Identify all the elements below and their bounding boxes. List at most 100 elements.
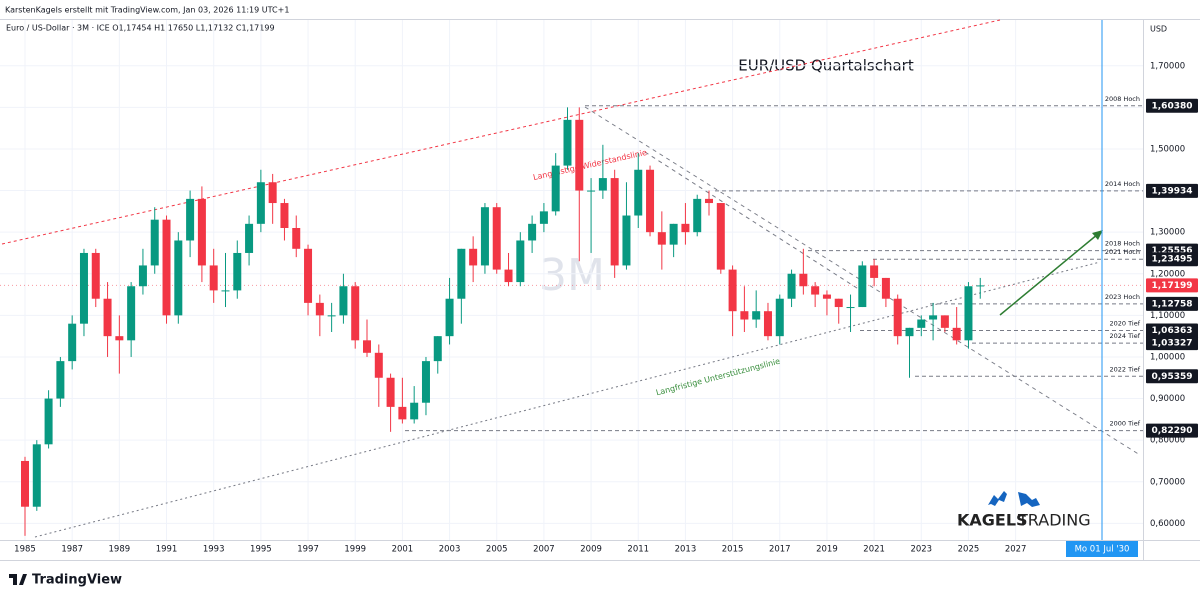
x-tick-label: 1995 xyxy=(250,545,272,555)
price-label-box xyxy=(1146,98,1198,113)
candle-body xyxy=(233,252,242,291)
candle-body xyxy=(964,286,973,341)
y-tick-label: 1,30000 xyxy=(1150,228,1185,238)
candle-body xyxy=(799,273,808,287)
candle-body xyxy=(881,277,890,299)
price-label: 1,39934 xyxy=(1152,186,1193,196)
candle-body xyxy=(150,219,159,266)
logo: KAGELS TRADING xyxy=(957,491,1091,530)
crosshair-label-box xyxy=(1066,541,1138,557)
header-bar xyxy=(0,0,1200,19)
candle-body xyxy=(575,119,584,191)
y-tick-label: 1,20000 xyxy=(1150,269,1185,279)
y-tick-label: 1,10000 xyxy=(1150,311,1185,321)
candle-body xyxy=(410,402,419,420)
forecast-arrow xyxy=(999,233,1099,316)
x-tick-label: 1989 xyxy=(109,545,131,555)
candle-body xyxy=(421,361,430,403)
price-label: 1,17199 xyxy=(1152,281,1193,291)
x-tick-label: 2023 xyxy=(910,545,932,555)
candle-body xyxy=(775,298,784,337)
candle-body xyxy=(115,336,124,341)
level-name: 2024 Tief xyxy=(1110,332,1141,340)
price-label-box xyxy=(1146,423,1198,438)
price-label: 1,06363 xyxy=(1152,326,1193,336)
candle-body xyxy=(469,248,478,266)
candle-body xyxy=(834,298,843,308)
candle-body xyxy=(528,223,537,241)
x-tick-label: 2015 xyxy=(722,545,744,555)
candle-body xyxy=(504,269,513,283)
candle-body xyxy=(976,285,985,287)
price-label: 1,23495 xyxy=(1152,255,1193,265)
candle-body xyxy=(315,302,324,316)
logo-bull xyxy=(988,491,1007,506)
candle-body xyxy=(693,198,702,233)
candle-body xyxy=(79,252,88,324)
price-label-box xyxy=(1146,183,1198,198)
price-label: 0,95359 xyxy=(1152,372,1193,382)
x-tick-label: 2005 xyxy=(486,545,508,555)
candle-body xyxy=(716,203,725,270)
price-label: 1,60380 xyxy=(1152,101,1193,111)
candle-body xyxy=(186,198,195,241)
x-tick-label: 1999 xyxy=(344,545,366,555)
candle-body xyxy=(351,286,360,341)
price-label: 1,12758 xyxy=(1152,299,1193,309)
x-tick-label: 1991 xyxy=(156,545,178,555)
candle-body xyxy=(457,248,466,299)
legend: Euro / US-Dollar · 3M · ICE O1,17454 H1,… xyxy=(6,24,275,33)
candle-body xyxy=(21,460,30,507)
x-tick-label: 1997 xyxy=(297,545,319,555)
candle-body xyxy=(339,286,348,316)
candle-body xyxy=(374,352,383,378)
candle-body xyxy=(162,219,171,316)
header-text: KarstenKagels erstellt mit TradingView.c… xyxy=(5,6,289,15)
candle-body xyxy=(846,307,855,309)
level-name: 2014 Hoch xyxy=(1105,180,1140,188)
candle-body xyxy=(905,327,914,337)
downtrend-line xyxy=(644,151,861,291)
price-label-box xyxy=(1146,278,1198,293)
price-label: 1,03327 xyxy=(1152,339,1193,349)
level-name: 2008 Hoch xyxy=(1105,95,1140,103)
candle-body xyxy=(539,211,548,224)
y-tick-label: 0,80000 xyxy=(1150,436,1185,446)
candle-body xyxy=(763,311,772,337)
x-tick-label: 2019 xyxy=(816,545,838,555)
candle-body xyxy=(268,182,277,204)
price-label-box xyxy=(1146,369,1198,384)
price-label: 1,25556 xyxy=(1152,246,1193,256)
candle-body xyxy=(822,294,831,299)
candle-body xyxy=(127,286,136,341)
candle-body xyxy=(870,265,879,278)
candle-body xyxy=(787,273,796,299)
candle-body xyxy=(32,444,41,507)
candle-body xyxy=(634,169,643,216)
candle-body xyxy=(563,119,572,166)
y-tick-label: 1,70000 xyxy=(1150,61,1185,71)
candle-body xyxy=(363,340,372,353)
price-label-box xyxy=(1146,323,1198,338)
crosshair-label: Mo 01 Jul '30 xyxy=(1075,545,1130,555)
y-tick-label: 1,00000 xyxy=(1150,352,1185,362)
logo-brand: KAGELS xyxy=(957,511,1028,530)
x-tick-label: 2021 xyxy=(863,545,885,555)
candle-body xyxy=(292,228,301,249)
resistance-line xyxy=(1,19,1001,245)
candle-body xyxy=(598,178,607,191)
price-label-box xyxy=(1146,296,1198,311)
candle-body xyxy=(752,311,761,320)
candle-body xyxy=(280,203,289,228)
x-tick-label: 2011 xyxy=(627,545,649,555)
candle-body xyxy=(386,377,395,407)
axes: 0,60000 0,70000 0,80000 0,90000 1,00000 1,100… xyxy=(14,61,1198,555)
candle-body xyxy=(480,207,489,266)
candle-body xyxy=(657,232,666,245)
y-tick-label: 1,50000 xyxy=(1150,144,1185,154)
candle-body xyxy=(811,286,820,295)
candle-body xyxy=(492,207,501,270)
